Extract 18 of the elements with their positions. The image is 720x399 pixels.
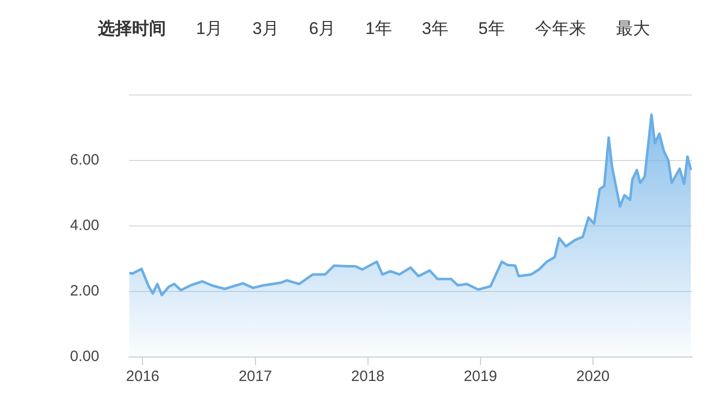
text: 最大 bbox=[614, 18, 651, 40]
x-tick-label: 2018 bbox=[351, 368, 385, 386]
text: 3年 bbox=[420, 18, 450, 40]
x-tick-label: 2019 bbox=[464, 368, 498, 386]
text: 5年 bbox=[477, 18, 506, 40]
text: 选择时间 bbox=[97, 18, 167, 40]
y-tick-label: 6.00 bbox=[70, 152, 100, 169]
x-tick-label: 2020 bbox=[576, 368, 610, 386]
x-tick-label: 2017 bbox=[238, 368, 272, 386]
text: 1年 bbox=[364, 18, 393, 40]
x-tick-label: 2016 bbox=[126, 368, 160, 386]
y-tick-label: 4.00 bbox=[70, 217, 100, 234]
y-tick-label: 2.00 bbox=[70, 282, 100, 300]
text: 1月 bbox=[195, 18, 224, 40]
text: 3月 bbox=[251, 18, 280, 40]
text: 6月 bbox=[308, 18, 336, 40]
text: 今年来 bbox=[534, 18, 587, 40]
y-tick-label: 0.00 bbox=[70, 348, 100, 366]
